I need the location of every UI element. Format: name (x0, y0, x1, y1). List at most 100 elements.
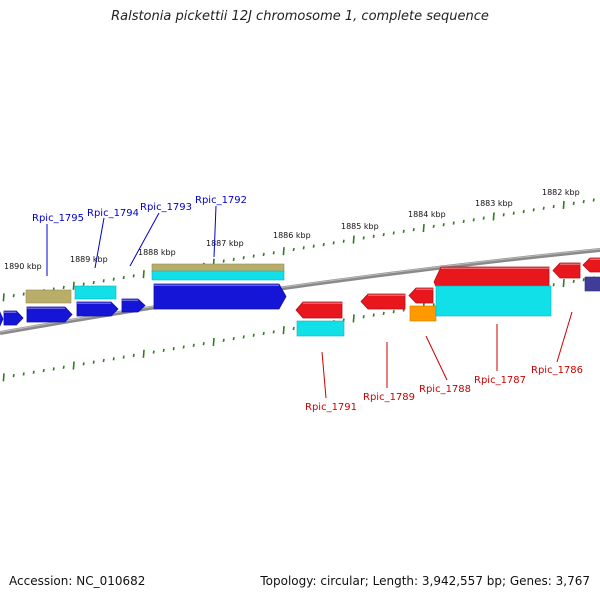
tick-mark (282, 247, 285, 256)
kbp-label: 1882 kbp (542, 188, 580, 197)
tick-mark (12, 373, 15, 378)
rrna-feature (435, 285, 552, 317)
tick-mark (212, 337, 215, 347)
tick-mark (362, 315, 365, 319)
kbp-label: 1889 kbp (70, 255, 108, 264)
tick-mark (482, 216, 485, 220)
tick-mark (142, 270, 145, 279)
tick-mark (382, 311, 385, 316)
tick-mark (452, 221, 455, 225)
tick-mark (202, 342, 205, 346)
tick-mark (72, 361, 75, 370)
gene-label-plus: Rpic_1794 (87, 208, 139, 219)
tick-mark (22, 292, 25, 296)
rrna-feature (296, 320, 345, 337)
tick-mark (112, 357, 115, 361)
plus-cds-arrow (121, 298, 146, 313)
tick-mark (542, 206, 545, 210)
gene-label-plus: Rpic_1792 (195, 195, 247, 206)
tick-mark (132, 353, 135, 358)
tick-mark (392, 231, 395, 235)
kbp-label: 1883 kbp (475, 199, 513, 208)
tick-mark (52, 367, 55, 371)
gene-leader-line (94, 217, 105, 269)
chromosome-backbone (0, 248, 600, 335)
chromosome-backbone-highlight (0, 248, 600, 333)
label-leader-group (46, 205, 573, 399)
tick-mark (492, 212, 495, 221)
rrna-feature (151, 270, 285, 281)
tick-mark (142, 349, 145, 358)
tick-mark (2, 293, 5, 302)
plus-cds-arrow (0, 311, 4, 327)
tick-mark (82, 282, 85, 286)
tick-mark (342, 239, 345, 243)
rrna-feature (74, 285, 117, 300)
tick-mark (402, 229, 405, 233)
kbp-label: 1884 kbp (408, 210, 446, 219)
gene-label-minus: Rpic_1791 (305, 402, 357, 413)
tick-mark (122, 355, 125, 359)
tick-mark (412, 228, 415, 232)
tick-mark (262, 331, 265, 336)
tick-mark (532, 208, 535, 212)
gene-feature (25, 289, 72, 304)
tick-mark (512, 211, 515, 215)
minus-feature (584, 276, 600, 292)
gene-leader-line (213, 205, 217, 258)
tick-mark (242, 335, 245, 339)
tick-mark (552, 204, 555, 209)
tick-mark (42, 368, 45, 373)
kbp-label: 1885 kbp (341, 222, 379, 231)
feature-group (0, 257, 600, 337)
tick-mark (522, 209, 525, 214)
tick-mark (582, 199, 585, 204)
map-title: Ralstonia pickettii 12J chromosome 1, co… (111, 9, 489, 24)
tick-mark (2, 373, 5, 382)
tick-mark (552, 283, 555, 287)
tick-mark (222, 259, 225, 263)
tick-mark (462, 219, 465, 224)
tick-mark (172, 347, 175, 351)
tick-mark (292, 247, 295, 252)
tick-mark (372, 313, 375, 317)
tick-mark (322, 242, 325, 247)
minus-cds-arrow (295, 301, 343, 319)
gene-leader-line (425, 335, 448, 381)
tick-mark (232, 257, 235, 262)
tick-mark (62, 365, 65, 369)
gene-label-plus: Rpic_1795 (32, 213, 84, 224)
tick-mark (382, 232, 385, 237)
tick-mark (122, 275, 125, 280)
minus-feature (409, 305, 437, 322)
tick-mark (392, 310, 395, 314)
plus-cds-arrow (3, 310, 24, 326)
tick-mark (252, 333, 255, 337)
minus-cds-arrow (582, 257, 600, 273)
kbp-label-group: 1890 kbp 1889 kbp 1888 kbp 1887 kbp 1886 kbp… (4, 188, 580, 271)
kbp-label: 1886 kbp (273, 231, 311, 240)
tick-mark (302, 246, 305, 250)
tick-mark (352, 235, 355, 244)
plus-cds-arrow (76, 301, 119, 317)
tick-mark (102, 279, 105, 283)
tick-mark (132, 274, 135, 278)
tick-mark (232, 336, 235, 341)
tick-mark (82, 362, 85, 366)
gene-label-plus: Rpic_1793 (140, 202, 192, 213)
tick-mark (252, 254, 255, 258)
tick-mark (282, 326, 285, 335)
tick-mark (92, 280, 95, 285)
gene-leader-line (556, 311, 573, 363)
tick-mark (272, 330, 275, 334)
tick-mark (422, 223, 425, 233)
minus-cds-arrow (408, 287, 434, 304)
gene-leader-line (321, 351, 327, 399)
tick-mark (102, 358, 105, 363)
minus-cds-arrow (552, 262, 581, 279)
kbp-label: 1888 kbp (138, 248, 176, 257)
summary-text: Topology: circular; Length: 3,942,557 bp… (260, 574, 590, 588)
tick-mark (92, 360, 95, 364)
